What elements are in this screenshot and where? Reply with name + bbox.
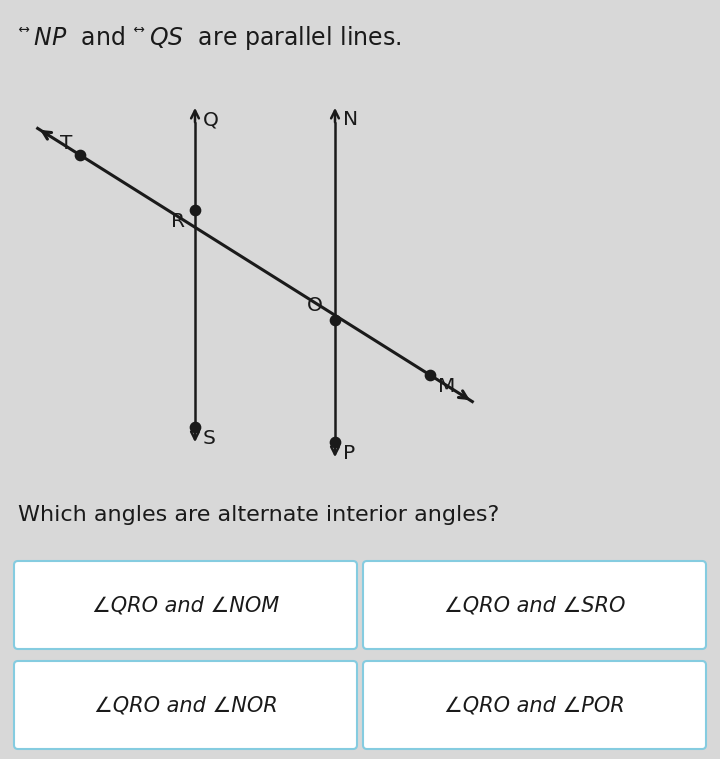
Point [424, 369, 436, 381]
FancyBboxPatch shape [363, 661, 706, 749]
FancyBboxPatch shape [14, 561, 357, 649]
Point [189, 421, 201, 433]
Text: P: P [343, 444, 355, 463]
Text: ∠QRO and ∠NOM: ∠QRO and ∠NOM [92, 595, 279, 615]
Point [189, 204, 201, 216]
Point [329, 314, 341, 326]
Point [74, 149, 86, 161]
Text: R: R [171, 212, 185, 231]
Text: $\overleftrightarrow{NP}$  and  $\overleftrightarrow{QS}$  are parallel lines.: $\overleftrightarrow{NP}$ and $\overleft… [18, 24, 401, 52]
FancyBboxPatch shape [363, 561, 706, 649]
Text: ∠QRO and ∠POR: ∠QRO and ∠POR [444, 695, 625, 715]
Text: M: M [438, 377, 455, 396]
Text: N: N [343, 110, 358, 129]
Text: T: T [60, 134, 72, 153]
Point [329, 436, 341, 448]
Text: ∠QRO and ∠SRO: ∠QRO and ∠SRO [444, 595, 625, 615]
Text: ∠QRO and ∠NOR: ∠QRO and ∠NOR [94, 695, 277, 715]
FancyBboxPatch shape [14, 661, 357, 749]
Text: Q: Q [203, 110, 219, 129]
Text: Which angles are alternate interior angles?: Which angles are alternate interior angl… [18, 505, 499, 525]
Text: O: O [307, 296, 323, 315]
Text: S: S [203, 429, 216, 448]
